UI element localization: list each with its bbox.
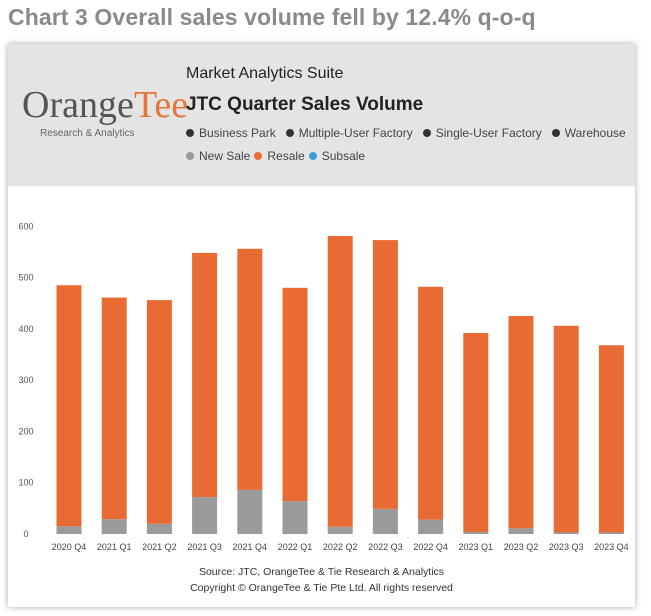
bar-new-sale (146, 523, 172, 534)
copyright-note: Copyright © OrangeTee & Tie Pte Ltd. All… (190, 582, 453, 594)
bar-new-sale (282, 501, 308, 534)
legend-item-resale[interactable]: Resale (254, 149, 305, 163)
bar-resale (508, 316, 534, 529)
x-tick-label: 2022 Q4 (413, 542, 448, 552)
bar-new-sale (327, 526, 353, 534)
x-tick-label: 2022 Q2 (323, 542, 358, 552)
bar-new-sale (463, 531, 489, 534)
x-tick-label: 2023 Q2 (504, 542, 539, 552)
legend-item-warehouse[interactable]: Warehouse (551, 126, 626, 140)
suite-name: Market Analytics Suite (186, 65, 344, 82)
bar-resale (101, 297, 127, 520)
bar-resale (282, 287, 308, 502)
bar-resale (418, 286, 444, 520)
x-tick-label: 2022 Q3 (368, 542, 403, 552)
legend-item-multiple-user-factory[interactable]: Multiple-User Factory (285, 126, 413, 140)
bar-resale (56, 285, 82, 527)
x-tick-label: 2023 Q3 (549, 542, 584, 552)
bar-resale (237, 248, 263, 490)
bar-new-sale (56, 526, 82, 534)
bar-new-sale (508, 528, 534, 534)
legend-item-subsale[interactable]: Subsale (308, 149, 366, 163)
logo-word-orange: Orange (22, 84, 134, 126)
legend-dot-icon (254, 152, 263, 160)
bar-resale (327, 236, 353, 527)
x-tick-label: 2023 Q4 (594, 542, 629, 552)
bar-new-sale (372, 508, 398, 534)
chart-title: JTC Quarter Sales Volume (186, 94, 424, 115)
bar-resale (192, 252, 218, 498)
logo-word-tee: Tee (133, 84, 189, 126)
y-tick-label: 300 (18, 375, 33, 385)
chart-frame: OrangeTee Research & Analytics Market An… (8, 44, 635, 607)
legend-label: Warehouse (564, 126, 626, 140)
y-tick-label: 0 (23, 529, 28, 539)
bar-resale (553, 325, 579, 533)
legend-dot-icon (186, 129, 194, 137)
legend-label: Subsale (321, 149, 366, 163)
legend-dot-icon (186, 152, 194, 160)
bar-resale (463, 332, 489, 532)
source-note: Source: JTC, OrangeTee & Tie Research & … (198, 566, 445, 578)
y-tick-label: 200 (18, 426, 33, 436)
x-tick-label: 2021 Q2 (142, 542, 177, 552)
legend-label: Resale (267, 149, 305, 163)
y-tick-label: 500 (18, 273, 33, 283)
legend-label: Multiple-User Factory (298, 126, 413, 140)
x-tick-label: 2021 Q1 (97, 542, 132, 552)
legend-label: New Sale (199, 149, 251, 163)
sale-type-legend: New Sale Resale Subsale (186, 149, 369, 163)
legend-dot-icon (422, 129, 431, 137)
bar-new-sale (598, 532, 624, 534)
y-tick-label: 400 (18, 324, 33, 334)
bar-new-sale (192, 497, 218, 534)
chart-header: OrangeTee Research & Analytics Market An… (8, 44, 635, 186)
x-tick-label: 2021 Q3 (187, 542, 222, 552)
y-tick-label: 600 (18, 221, 33, 231)
bar-new-sale (101, 519, 127, 534)
legend-item-new-sale[interactable]: New Sale (186, 149, 250, 163)
type-legend: Business Park Multiple-User Factory Sing… (186, 126, 636, 140)
logo-wordmark: OrangeTee (22, 84, 188, 126)
sales-volume-chart: 0 100 200 300 400 500 600 2020 Q4 2021 Q1 2021 Q2… (18, 221, 629, 552)
logo-subtitle: Research & Analytics (40, 128, 135, 139)
x-tick-label: 2023 Q1 (459, 542, 494, 552)
orangetee-logo: OrangeTee Research & Analytics (22, 84, 188, 139)
y-tick-label: 100 (18, 478, 33, 488)
x-tick-label: 2022 Q1 (278, 542, 313, 552)
page-title: Chart 3 Overall sales volume fell by 12.… (8, 4, 536, 30)
x-tick-label: 2020 Q4 (52, 542, 87, 552)
legend-item-business-park[interactable]: Business Park (186, 126, 276, 140)
legend-label: Single-User Factory (435, 126, 542, 140)
legend-item-single-user-factory[interactable]: Single-User Factory (422, 126, 542, 140)
bar-resale (146, 300, 172, 524)
x-tick-label: 2021 Q4 (233, 542, 268, 552)
legend-dot-icon (285, 129, 294, 137)
bar-resale (372, 240, 398, 509)
legend-dot-icon (308, 152, 317, 160)
bar-new-sale (553, 532, 579, 534)
legend-dot-icon (551, 129, 560, 137)
legend-label: Business Park (199, 126, 276, 140)
bar-new-sale (237, 489, 263, 534)
bar-resale (598, 345, 624, 533)
bar-new-sale (418, 519, 444, 534)
